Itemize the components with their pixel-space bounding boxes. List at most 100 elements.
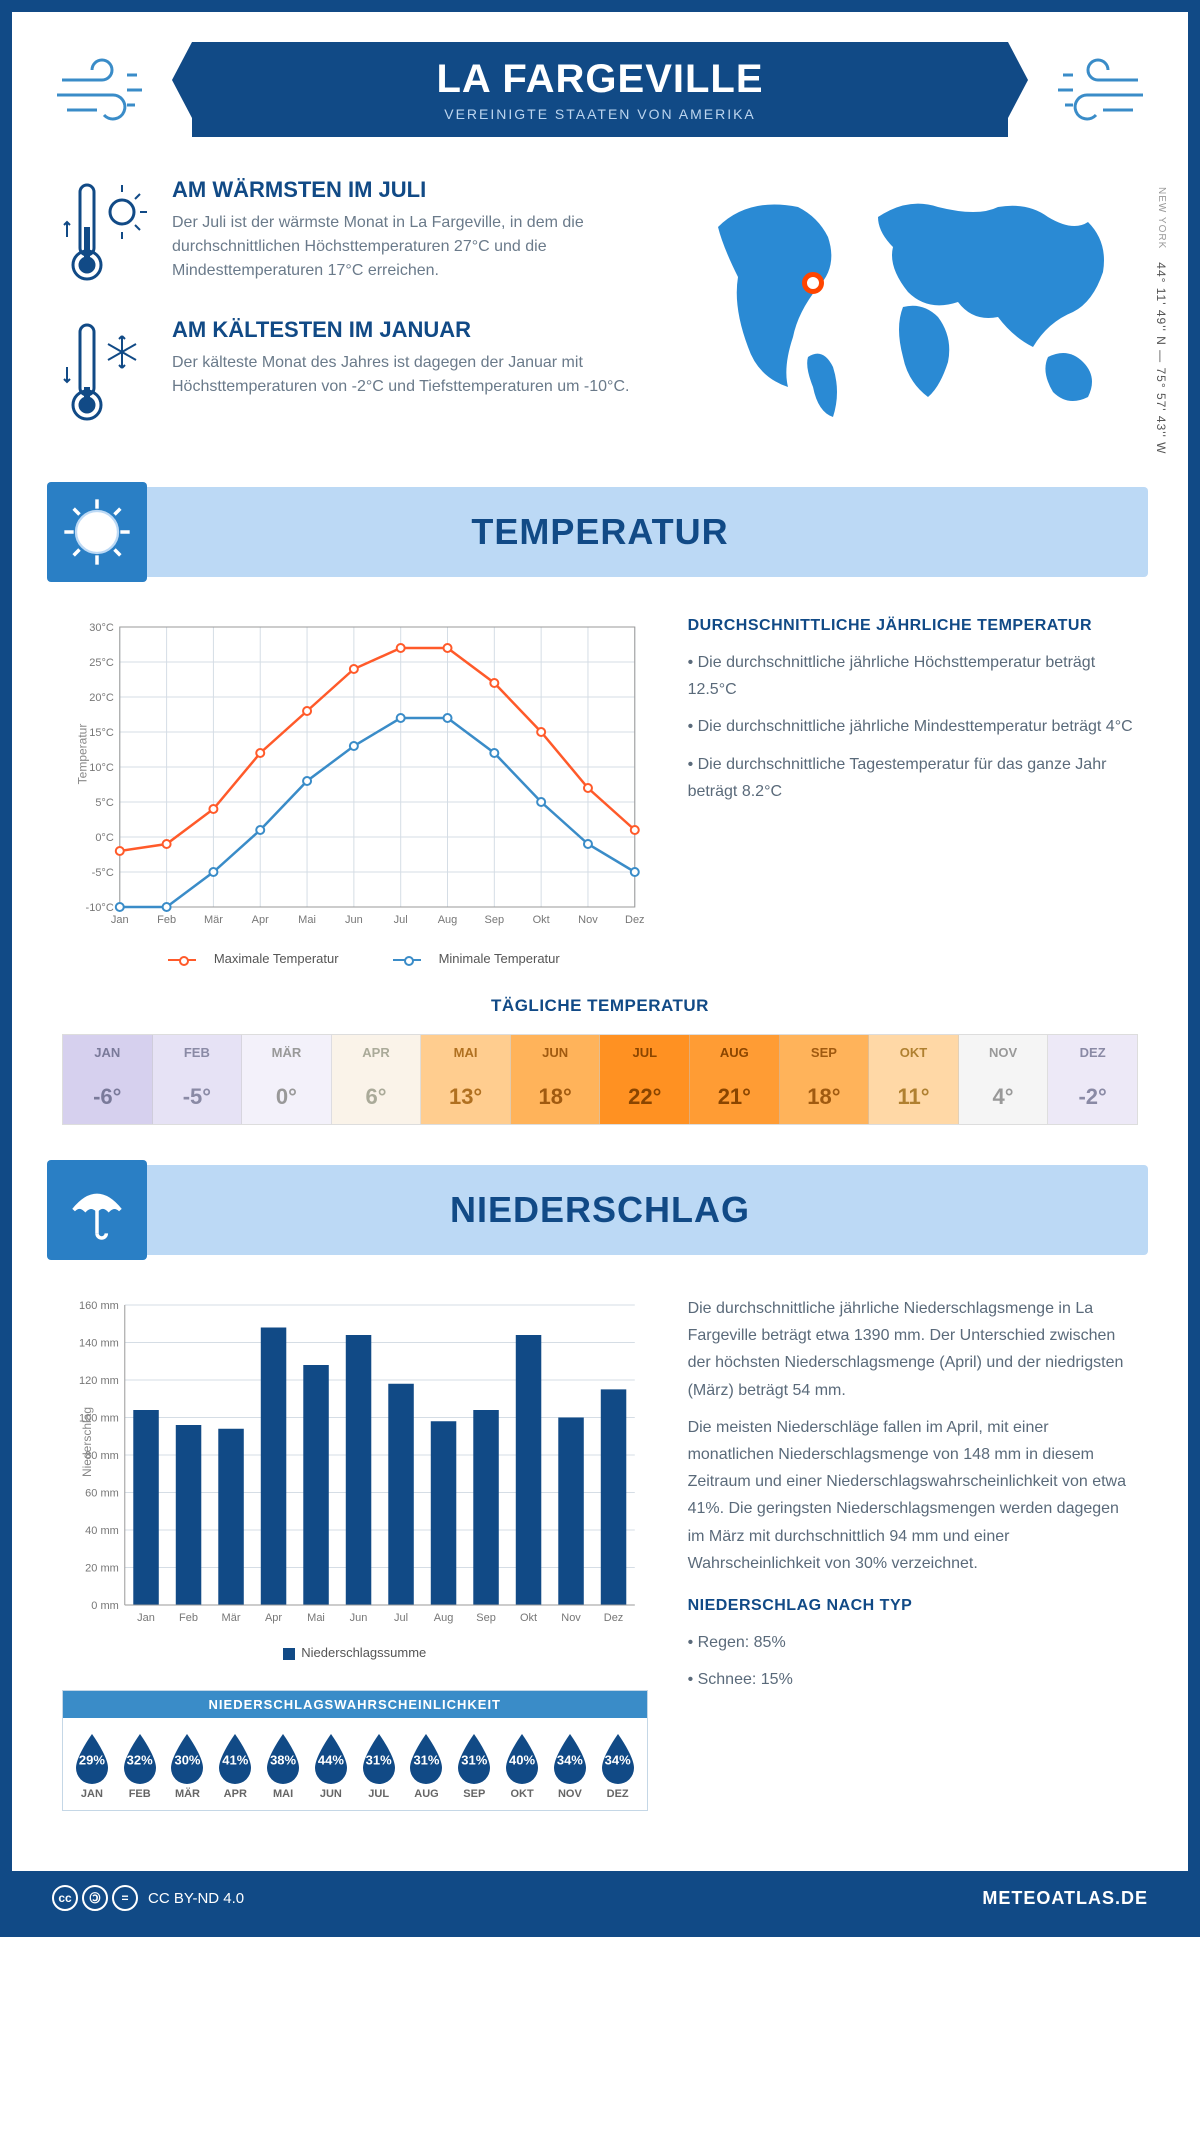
svg-text:Feb: Feb bbox=[157, 914, 176, 926]
avg-temp-bullet: Die durchschnittliche jährliche Höchstte… bbox=[688, 649, 1138, 703]
svg-text:40 mm: 40 mm bbox=[85, 1525, 119, 1537]
svg-text:Dez: Dez bbox=[625, 914, 645, 926]
temperature-line-chart: Temperatur -10°C-5°C0°C5°C10°C15°C20°C25… bbox=[62, 617, 648, 937]
svg-text:5°C: 5°C bbox=[95, 797, 114, 809]
precip-probability-box: NIEDERSCHLAGSWAHRSCHEINLICHKEIT 29%JAN32… bbox=[62, 1690, 648, 1811]
daily-temp-cell: FEB-5° bbox=[153, 1035, 243, 1124]
umbrella-icon bbox=[47, 1160, 147, 1260]
precip-bar-chart: Niederschlag 0 mm20 mm40 mm60 mm80 mm100… bbox=[62, 1295, 648, 1635]
svg-text:Jul: Jul bbox=[394, 1612, 408, 1624]
precip-prob-title: NIEDERSCHLAGSWAHRSCHEINLICHKEIT bbox=[63, 1691, 647, 1718]
svg-text:Apr: Apr bbox=[252, 914, 269, 926]
svg-text:-5°C: -5°C bbox=[92, 867, 114, 879]
daily-temp-cell: MÄR0° bbox=[242, 1035, 332, 1124]
coldest-block: AM KÄLTESTEN IM JANUAR Der kälteste Mona… bbox=[62, 317, 638, 427]
thermometer-cold-icon bbox=[62, 317, 152, 427]
svg-text:30°C: 30°C bbox=[89, 622, 114, 634]
precip-legend: Niederschlagssumme bbox=[62, 1645, 648, 1660]
wind-icon-right bbox=[1028, 50, 1148, 130]
thermometer-hot-icon bbox=[62, 177, 152, 287]
cc-license-icon: cc🄯= bbox=[52, 1885, 138, 1911]
precip-bytype-title: NIEDERSCHLAG NACH TYP bbox=[688, 1597, 1138, 1615]
avg-temp-bullets: Die durchschnittliche jährliche Höchstte… bbox=[688, 649, 1138, 805]
precip-text-2: Die meisten Niederschläge fallen im Apri… bbox=[688, 1414, 1138, 1577]
temperature-band: TEMPERATUR bbox=[52, 487, 1148, 577]
coordinates-label: NEW YORK 44° 11' 49'' N — 75° 57' 43'' W bbox=[1154, 187, 1168, 455]
svg-text:Jan: Jan bbox=[111, 914, 129, 926]
svg-text:Sep: Sep bbox=[476, 1612, 496, 1624]
precip-bytype-bullets: Regen: 85% Schnee: 15% bbox=[688, 1629, 1138, 1693]
sun-icon bbox=[47, 482, 147, 582]
svg-text:Nov: Nov bbox=[578, 914, 598, 926]
header: LA FARGEVILLE VEREINIGTE STAATEN VON AME… bbox=[12, 12, 1188, 157]
svg-text:140 mm: 140 mm bbox=[79, 1338, 119, 1350]
temperature-section: Temperatur -10°C-5°C0°C5°C10°C15°C20°C25… bbox=[12, 577, 1188, 1165]
svg-text:10°C: 10°C bbox=[89, 762, 114, 774]
prob-cell: 41%APR bbox=[212, 1730, 258, 1800]
svg-text:Sep: Sep bbox=[485, 914, 505, 926]
world-map-icon bbox=[678, 177, 1138, 427]
coldest-title: AM KÄLTESTEN IM JANUAR bbox=[172, 317, 638, 343]
svg-text:Dez: Dez bbox=[604, 1612, 624, 1624]
svg-text:Jul: Jul bbox=[394, 914, 408, 926]
precip-text-1: Die durchschnittliche jährliche Niedersc… bbox=[688, 1295, 1138, 1404]
warmest-title: AM WÄRMSTEN IM JULI bbox=[172, 177, 638, 203]
svg-text:15°C: 15°C bbox=[89, 727, 114, 739]
svg-text:Mai: Mai bbox=[307, 1612, 325, 1624]
svg-text:Jan: Jan bbox=[137, 1612, 155, 1624]
svg-text:25°C: 25°C bbox=[89, 657, 114, 669]
avg-temp-title: DURCHSCHNITTLICHE JÄHRLICHE TEMPERATUR bbox=[688, 617, 1138, 635]
svg-text:Aug: Aug bbox=[438, 914, 458, 926]
bytype-bullet: Schnee: 15% bbox=[688, 1666, 1138, 1693]
prob-cell: 31%JUL bbox=[356, 1730, 402, 1800]
daily-temp-cell: APR6° bbox=[332, 1035, 422, 1124]
prob-cell: 31%AUG bbox=[404, 1730, 450, 1800]
svg-text:Jun: Jun bbox=[350, 1612, 368, 1624]
svg-text:Okt: Okt bbox=[520, 1612, 537, 1624]
bytype-bullet: Regen: 85% bbox=[688, 1629, 1138, 1656]
svg-text:Aug: Aug bbox=[434, 1612, 454, 1624]
daily-temp-cell: MAI13° bbox=[421, 1035, 511, 1124]
page-title: LA FARGEVILLE bbox=[232, 57, 968, 102]
footer: cc🄯= CC BY-ND 4.0 METEOATLAS.DE bbox=[12, 1871, 1188, 1925]
precip-band: NIEDERSCHLAG bbox=[52, 1165, 1148, 1255]
prob-cell: 38%MAI bbox=[260, 1730, 306, 1800]
svg-text:Mai: Mai bbox=[298, 914, 316, 926]
warmest-text: Der Juli ist der wärmste Monat in La Far… bbox=[172, 211, 638, 283]
prob-cell: 30%MÄR bbox=[165, 1730, 211, 1800]
title-ribbon: LA FARGEVILLE VEREINIGTE STAATEN VON AME… bbox=[192, 42, 1008, 137]
svg-text:Apr: Apr bbox=[265, 1612, 282, 1624]
coldest-text: Der kälteste Monat des Jahres ist dagege… bbox=[172, 351, 638, 399]
temperature-legend: Maximale TemperaturMinimale Temperatur bbox=[62, 951, 648, 966]
prob-cell: 40%OKT bbox=[499, 1730, 545, 1800]
temperature-title: TEMPERATUR bbox=[52, 511, 1148, 553]
daily-temp-cell: NOV4° bbox=[959, 1035, 1049, 1124]
avg-temp-bullet: Die durchschnittliche Tagestemperatur fü… bbox=[688, 751, 1138, 805]
daily-temp-cell: OKT11° bbox=[869, 1035, 959, 1124]
svg-text:160 mm: 160 mm bbox=[79, 1300, 119, 1312]
svg-text:60 mm: 60 mm bbox=[85, 1488, 119, 1500]
prob-cell: 34%NOV bbox=[547, 1730, 593, 1800]
svg-text:120 mm: 120 mm bbox=[79, 1375, 119, 1387]
daily-temp-table: JAN-6°FEB-5°MÄR0°APR6°MAI13°JUN18°JUL22°… bbox=[62, 1034, 1138, 1125]
daily-temp-title: TÄGLICHE TEMPERATUR bbox=[62, 996, 1138, 1016]
prob-cell: 44%JUN bbox=[308, 1730, 354, 1800]
warmest-block: AM WÄRMSTEN IM JULI Der Juli ist der wär… bbox=[62, 177, 638, 287]
svg-text:0 mm: 0 mm bbox=[91, 1600, 119, 1612]
intro-section: AM WÄRMSTEN IM JULI Der Juli ist der wär… bbox=[12, 157, 1188, 487]
svg-text:Mär: Mär bbox=[204, 914, 223, 926]
daily-temp-cell: AUG21° bbox=[690, 1035, 780, 1124]
svg-text:Nov: Nov bbox=[561, 1612, 581, 1624]
svg-text:0°C: 0°C bbox=[95, 832, 114, 844]
prob-cell: 31%SEP bbox=[451, 1730, 497, 1800]
precip-section: Niederschlag 0 mm20 mm40 mm60 mm80 mm100… bbox=[12, 1255, 1188, 1851]
svg-text:20°C: 20°C bbox=[89, 692, 114, 704]
page-subtitle: VEREINIGTE STAATEN VON AMERIKA bbox=[232, 106, 968, 122]
wind-icon-left bbox=[52, 50, 172, 130]
svg-text:-10°C: -10°C bbox=[86, 902, 114, 914]
daily-temp-cell: JAN-6° bbox=[63, 1035, 153, 1124]
svg-text:Feb: Feb bbox=[179, 1612, 198, 1624]
precip-title: NIEDERSCHLAG bbox=[52, 1189, 1148, 1231]
daily-temp-cell: JUN18° bbox=[511, 1035, 601, 1124]
svg-text:Jun: Jun bbox=[345, 914, 363, 926]
